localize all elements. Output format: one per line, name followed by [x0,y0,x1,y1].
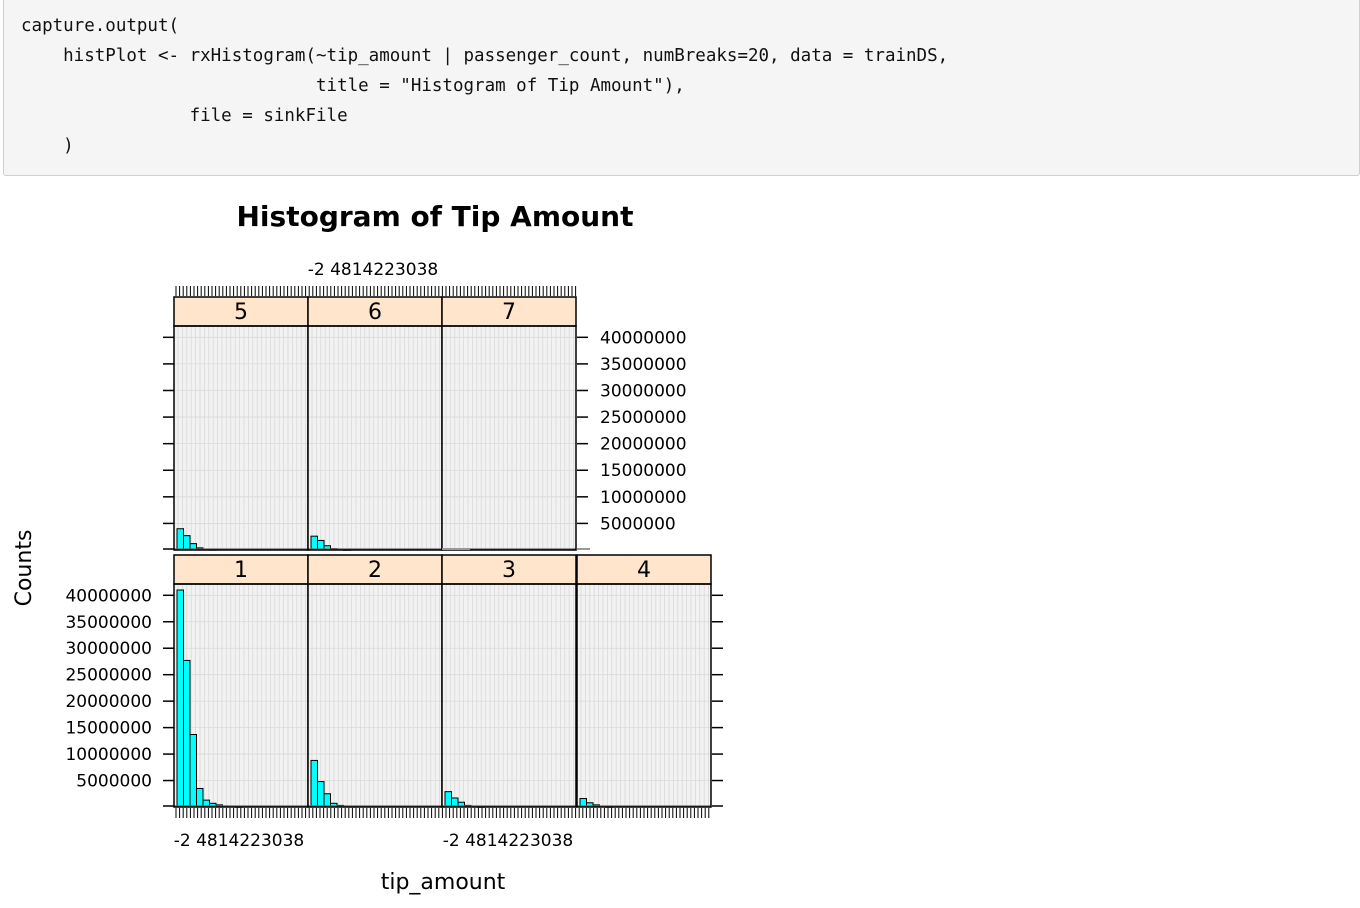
panel-4: 4 [576,554,712,808]
chart-title: Histogram of Tip Amount [237,200,634,233]
bar [317,781,325,808]
y-tick-label: 5000000 [600,514,676,534]
bar [323,793,331,808]
bar [444,791,452,808]
panel-2: 2 [307,554,443,808]
y-tick-label: 20000000 [65,692,152,712]
bar [183,535,191,551]
y-tick-label: 15000000 [600,461,687,481]
strip [441,296,577,327]
code-line-4: file = sinkFile [21,106,348,126]
bar [176,528,184,551]
x-axis-label: tip_amount [381,870,506,895]
panel-background [308,584,442,807]
y-tick-label: 10000000 [65,745,152,765]
y-tick-label: 25000000 [600,408,687,428]
y-tick-label: 20000000 [600,435,687,455]
strip-label: 5 [234,300,248,325]
panel-grid [174,584,308,807]
panel-5: 5 [173,296,309,551]
panel-background [442,326,576,550]
panel-7: 7 [441,296,577,551]
panel-background [577,584,711,807]
y-tick-label: 30000000 [600,381,687,401]
panel-background [174,326,308,550]
panel-grid [442,326,576,550]
panel-grid [442,584,576,807]
y-tick-label: 35000000 [600,355,687,375]
x-tick-rug [175,808,710,818]
histogram-plot: Histogram of Tip Amount -2 4814223038 -2… [12,200,723,895]
code-line-2: histPlot <- rxHistogram(~tip_amount | pa… [21,46,949,66]
y-tick-label: 30000000 [65,639,152,659]
code-cell[interactable]: capture.output( histPlot <- rxHistogram(… [3,0,1360,176]
y-tick-label: 15000000 [65,719,152,739]
panel-3: 3 [441,554,577,808]
panel-border [576,583,712,808]
bar [176,589,184,808]
panel-grid [308,584,442,807]
code-line-1: capture.output( [21,16,180,36]
x-tick-rug [175,286,577,296]
y-axis-label: Counts [12,530,37,607]
panel-grid [308,326,442,550]
strip-label: 7 [502,300,516,325]
panels-layer: 1 2 3 4 5 6 7 [173,296,712,808]
strip-label: 3 [502,558,516,583]
y-tick-label: 40000000 [600,328,687,348]
panel-grid [577,584,711,807]
y-tick-label: 25000000 [65,666,152,686]
bar [310,759,318,808]
strip-label: 6 [368,300,382,325]
code-line-5: ) [21,136,74,156]
panel-1: 1 [173,554,309,808]
axes-layer: 4000000035000000300000002500000020000000… [65,286,723,818]
y-tick-label: 40000000 [65,586,152,606]
y-tick-label: 5000000 [76,772,152,792]
panel-border [441,583,577,808]
panel-6: 6 [307,296,443,551]
y-tick-label: 35000000 [65,613,152,633]
x-tick-label-bottom-right: -2 4814223038 [443,831,574,851]
strip-label: 1 [234,558,248,583]
panel-background [442,584,576,807]
strip-label: 2 [368,558,382,583]
x-tick-label-bottom-left: -2 4814223038 [174,831,305,851]
bar [196,787,204,808]
strip [173,554,309,585]
panel-background [308,326,442,550]
strip-label: 4 [637,558,651,583]
panel-border [441,325,577,551]
code-line-3: title = "Histogram of Tip Amount"), [21,76,685,96]
bar [183,659,191,808]
x-tick-label-top: -2 4814223038 [308,260,439,280]
bar [310,535,318,551]
bar [189,733,197,808]
y-tick-label: 10000000 [600,488,687,508]
panel-grid [174,326,308,550]
